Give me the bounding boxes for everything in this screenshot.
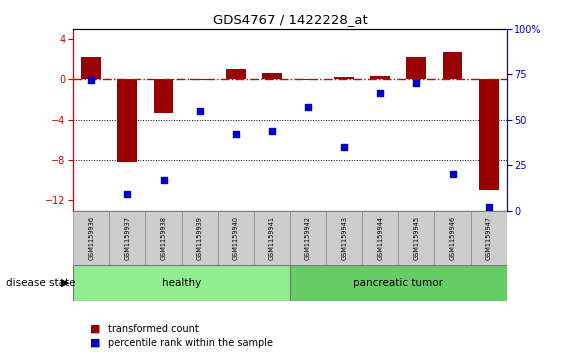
Bar [290, 211, 326, 265]
Bar [226, 69, 245, 79]
Point [484, 204, 493, 210]
Point [448, 171, 457, 177]
Bar [326, 211, 362, 265]
Point [267, 128, 276, 134]
Bar [73, 265, 290, 301]
Point [231, 131, 240, 137]
Text: disease state: disease state [6, 278, 75, 288]
Point [412, 81, 421, 86]
Text: GSM1159941: GSM1159941 [269, 216, 275, 260]
Text: GSM1159945: GSM1159945 [413, 216, 419, 260]
Point [87, 77, 96, 83]
Bar [254, 211, 290, 265]
Text: ■: ■ [90, 323, 101, 334]
Text: GSM1159939: GSM1159939 [196, 216, 203, 260]
Bar [218, 211, 254, 265]
Text: GSM1159943: GSM1159943 [341, 216, 347, 260]
Bar [334, 77, 354, 79]
Point [339, 144, 348, 150]
Bar [154, 79, 173, 113]
Bar [290, 265, 507, 301]
Text: GSM1159942: GSM1159942 [305, 216, 311, 260]
Bar [443, 52, 462, 79]
Bar [435, 211, 471, 265]
Bar [370, 77, 390, 79]
Text: percentile rank within the sample: percentile rank within the sample [108, 338, 273, 348]
Text: GSM1159936: GSM1159936 [88, 216, 94, 260]
Text: GSM1159938: GSM1159938 [160, 216, 167, 260]
Point [159, 177, 168, 183]
Bar [262, 73, 282, 79]
Bar [81, 57, 101, 79]
Text: pancreatic tumor: pancreatic tumor [354, 278, 443, 288]
Bar [73, 211, 109, 265]
Title: GDS4767 / 1422228_at: GDS4767 / 1422228_at [213, 13, 367, 26]
Text: ▶: ▶ [60, 278, 69, 288]
Text: GSM1159940: GSM1159940 [233, 216, 239, 260]
Text: transformed count: transformed count [108, 323, 199, 334]
Bar [406, 57, 426, 79]
Text: GSM1159947: GSM1159947 [486, 216, 491, 260]
Bar [362, 211, 399, 265]
Text: GSM1159937: GSM1159937 [124, 216, 131, 260]
Point [376, 90, 385, 95]
Bar [118, 79, 137, 162]
Text: GSM1159946: GSM1159946 [449, 216, 455, 260]
Bar [298, 79, 318, 81]
Text: ■: ■ [90, 338, 101, 348]
Bar [181, 211, 218, 265]
Text: healthy: healthy [162, 278, 201, 288]
Bar [479, 79, 499, 190]
Bar [190, 79, 209, 80]
Bar [471, 211, 507, 265]
Point [195, 108, 204, 114]
Bar [399, 211, 435, 265]
Bar [145, 211, 181, 265]
Point [123, 191, 132, 197]
Bar [109, 211, 145, 265]
Point [303, 104, 312, 110]
Text: GSM1159944: GSM1159944 [377, 216, 383, 260]
